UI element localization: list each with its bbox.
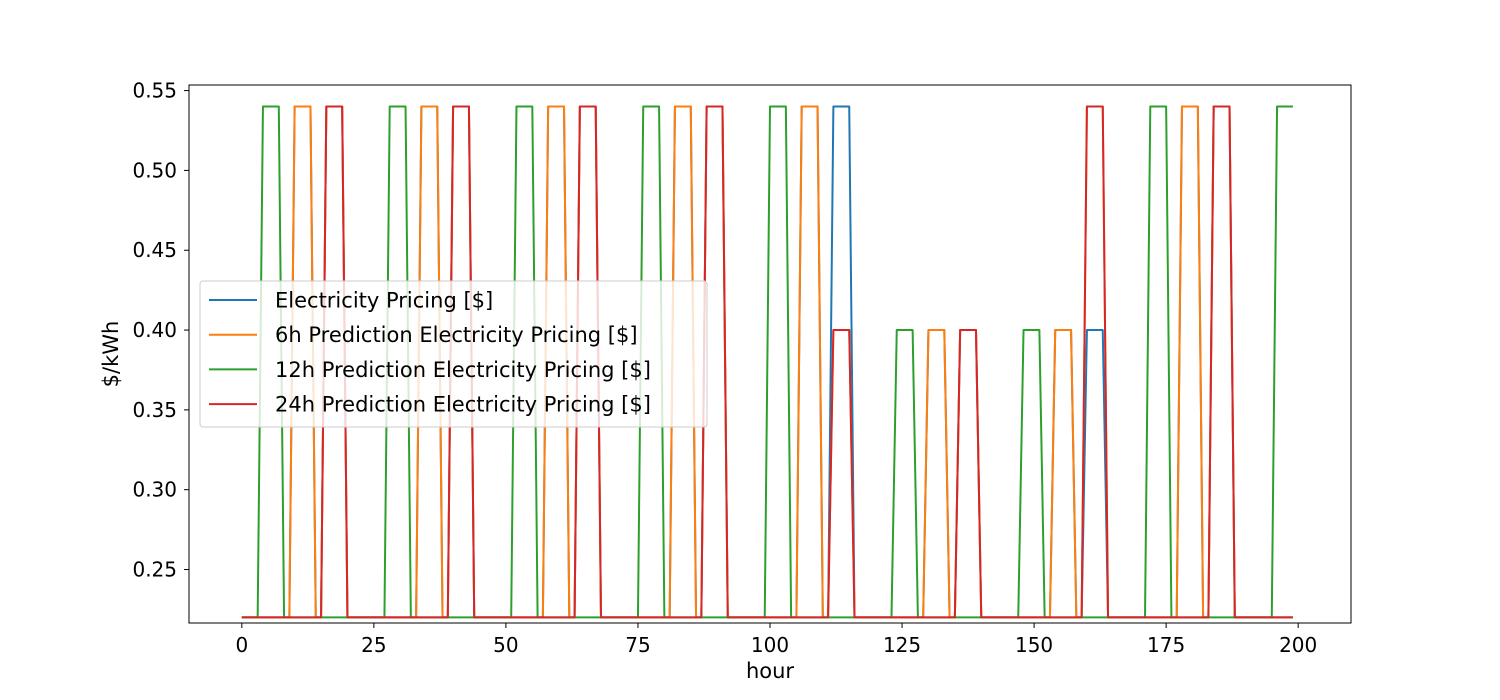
series-line-4 <box>241 105 1293 619</box>
x-tick-label: 175 <box>1147 633 1185 657</box>
legend-entry-label: 6h Prediction Electricity Pricing [$] <box>275 323 638 347</box>
legend-box <box>199 280 708 428</box>
y-tick-label: 0.40 <box>132 318 177 342</box>
series-layer <box>241 105 1293 619</box>
y-tick-label: 0.30 <box>132 478 177 502</box>
x-tick-label: 25 <box>361 633 386 657</box>
y-axis-label: $/kWh <box>99 321 123 388</box>
x-tick-label: 50 <box>493 633 518 657</box>
x-tick-label: 200 <box>1279 633 1317 657</box>
x-tick-label: 0 <box>235 633 248 657</box>
y-tick-label: 0.55 <box>132 79 177 103</box>
legend-entry-label: Electricity Pricing [$] <box>275 289 493 313</box>
x-tick-label: 125 <box>883 633 921 657</box>
y-tick-label: 0.35 <box>132 398 177 422</box>
x-axis-ticks: 0 25 50 75 100 125 150 175 200 <box>235 623 1317 657</box>
x-tick-label: 100 <box>751 633 789 657</box>
legend-entry-label: 12h Prediction Electricity Pricing [$] <box>275 358 651 382</box>
y-tick-label: 0.45 <box>132 238 177 262</box>
x-tick-label: 150 <box>1015 633 1053 657</box>
y-tick-label: 0.50 <box>132 158 177 182</box>
y-tick-label: 0.25 <box>132 558 177 582</box>
x-tick-label: 75 <box>625 633 650 657</box>
legend: Electricity Pricing [$] 6h Prediction Ele… <box>199 280 708 428</box>
y-axis-ticks: 0.25 0.30 0.35 0.40 0.45 0.50 0.55 <box>132 79 189 582</box>
x-axis-label: hour <box>746 659 794 683</box>
legend-entry-label: 24h Prediction Electricity Pricing [$] <box>275 393 651 417</box>
